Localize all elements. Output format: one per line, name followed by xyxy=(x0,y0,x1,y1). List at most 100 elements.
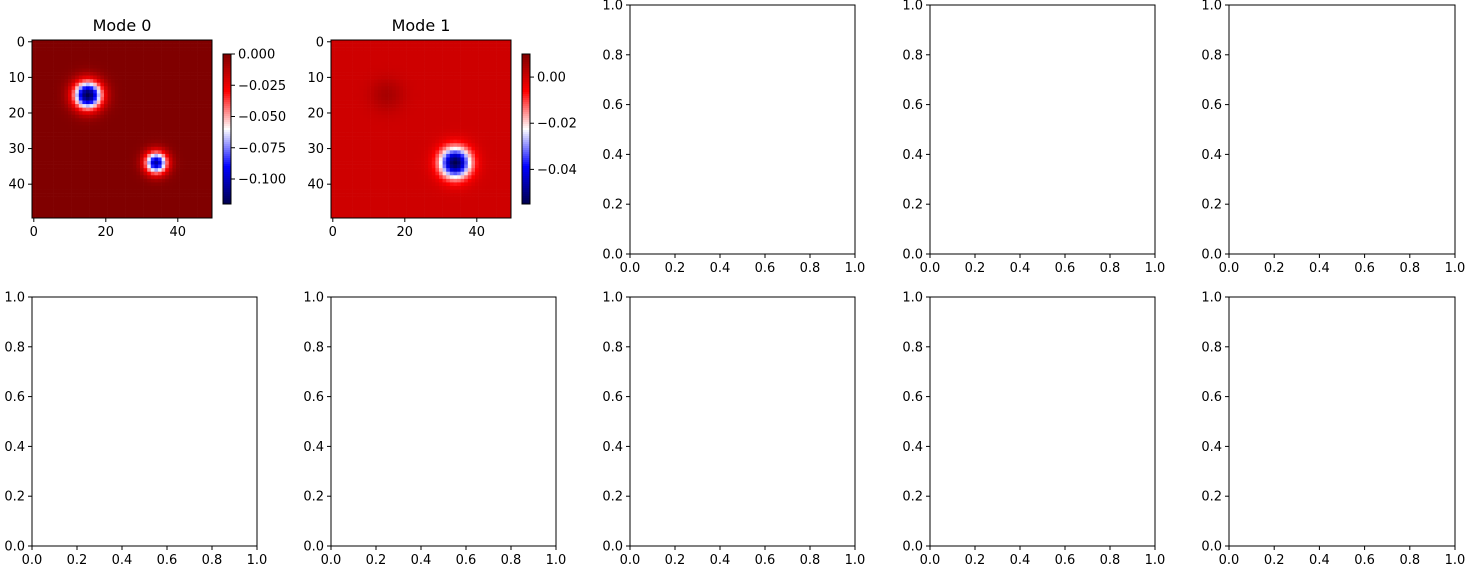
heatmap-cell xyxy=(143,157,148,162)
heatmap-cell xyxy=(136,193,141,197)
heatmap-cell xyxy=(46,75,51,80)
heatmap-cell xyxy=(168,111,173,116)
heatmap-cell xyxy=(75,121,80,126)
heatmap-cell xyxy=(114,185,119,190)
heatmap-cell xyxy=(132,153,137,158)
heatmap-cell xyxy=(471,150,476,155)
heatmap-cell xyxy=(35,203,40,208)
heatmap-cell xyxy=(503,196,508,201)
heatmap-cell xyxy=(417,178,422,183)
heatmap-cell xyxy=(374,61,379,66)
heatmap-cell xyxy=(64,64,69,69)
heatmap-cell xyxy=(431,100,436,105)
heatmap-cell xyxy=(482,118,487,123)
heatmap-cell xyxy=(410,178,415,183)
heatmap-cell xyxy=(424,161,429,165)
heatmap-cell xyxy=(435,114,440,119)
heatmap-cell xyxy=(381,61,386,66)
heatmap-cell xyxy=(406,203,411,208)
heatmap-cell xyxy=(168,82,173,87)
heatmap-cell xyxy=(334,125,339,130)
heatmap-cell xyxy=(68,118,72,123)
heatmap-cell xyxy=(42,64,47,69)
heatmap-cell xyxy=(71,107,76,112)
heatmap-cell xyxy=(377,89,382,94)
heatmap-cell xyxy=(204,193,209,197)
heatmap-cell xyxy=(385,72,389,76)
heatmap-cell xyxy=(334,96,339,101)
colorbar-segment xyxy=(223,92,231,95)
heatmap-cell xyxy=(413,107,418,112)
heatmap-cell xyxy=(125,72,130,76)
heatmap-cell xyxy=(485,86,490,91)
heatmap-cell xyxy=(349,185,353,190)
heatmap-cell xyxy=(356,193,361,197)
heatmap-cell xyxy=(125,54,130,59)
heatmap-cell xyxy=(190,64,195,69)
heatmap-cell xyxy=(82,200,87,205)
heatmap-cell xyxy=(168,203,173,208)
heatmap-cell xyxy=(457,43,461,48)
heatmap-cell xyxy=(183,57,188,62)
heatmap-cell xyxy=(114,104,119,108)
heatmap-cell xyxy=(449,136,454,140)
heatmap-cell xyxy=(82,82,87,87)
heatmap-cell xyxy=(478,107,483,112)
heatmap-cell xyxy=(46,178,51,183)
heatmap-cell xyxy=(143,150,148,155)
heatmap-cell xyxy=(143,111,148,116)
heatmap-cell xyxy=(60,157,65,162)
heatmap-cell xyxy=(183,96,188,101)
heatmap-cell xyxy=(370,86,375,91)
heatmap-cell xyxy=(475,125,479,130)
heatmap-cell xyxy=(341,164,346,169)
heatmap-cell xyxy=(363,43,368,48)
heatmap-cell xyxy=(140,114,144,119)
heatmap-cell xyxy=(176,143,180,148)
heatmap-cell xyxy=(32,168,36,173)
heatmap-cell xyxy=(446,175,451,180)
heatmap-cell xyxy=(421,178,425,183)
heatmap-cell xyxy=(359,171,364,176)
heatmap-cell xyxy=(132,72,137,76)
heatmap-cell xyxy=(75,100,80,105)
heatmap-cell xyxy=(500,196,505,201)
heatmap-cell xyxy=(482,182,487,187)
heatmap-cell xyxy=(50,164,54,169)
heatmap-cell xyxy=(147,175,152,180)
heatmap-cell xyxy=(158,157,162,162)
heatmap-cell xyxy=(197,168,202,173)
heatmap-cell xyxy=(190,146,195,151)
heatmap-cell xyxy=(457,82,461,87)
heatmap-cell xyxy=(190,185,195,190)
heatmap-cell xyxy=(140,171,144,176)
heatmap-cell xyxy=(64,175,69,180)
heatmap-cell xyxy=(395,193,400,197)
heatmap-cell xyxy=(331,168,335,173)
colorbar-segment xyxy=(223,68,231,71)
heatmap-cell xyxy=(471,143,476,148)
heatmap-cell xyxy=(93,72,98,76)
heatmap-cell xyxy=(190,161,195,165)
heatmap-cell xyxy=(410,40,415,44)
heatmap-cell xyxy=(485,93,490,98)
heatmap-cell xyxy=(111,171,116,176)
heatmap-cell xyxy=(64,200,69,205)
heatmap-cell xyxy=(457,47,461,51)
heatmap-cell xyxy=(349,164,353,169)
heatmap-cell xyxy=(107,168,112,173)
heatmap-cell xyxy=(129,93,134,98)
heatmap-cell xyxy=(496,168,501,173)
heatmap-cell xyxy=(32,203,36,208)
heatmap-cell xyxy=(331,79,335,84)
heatmap-cell xyxy=(377,164,382,169)
heatmap-cell xyxy=(500,82,505,87)
heatmap-cell xyxy=(428,171,433,176)
heatmap-cell xyxy=(403,82,407,87)
heatmap-cell xyxy=(446,61,451,66)
heatmap-cell xyxy=(439,121,443,126)
heatmap-cell xyxy=(410,129,415,133)
heatmap-cell xyxy=(89,178,94,183)
heatmap-cell xyxy=(201,161,206,165)
heatmap-cell xyxy=(107,214,112,219)
